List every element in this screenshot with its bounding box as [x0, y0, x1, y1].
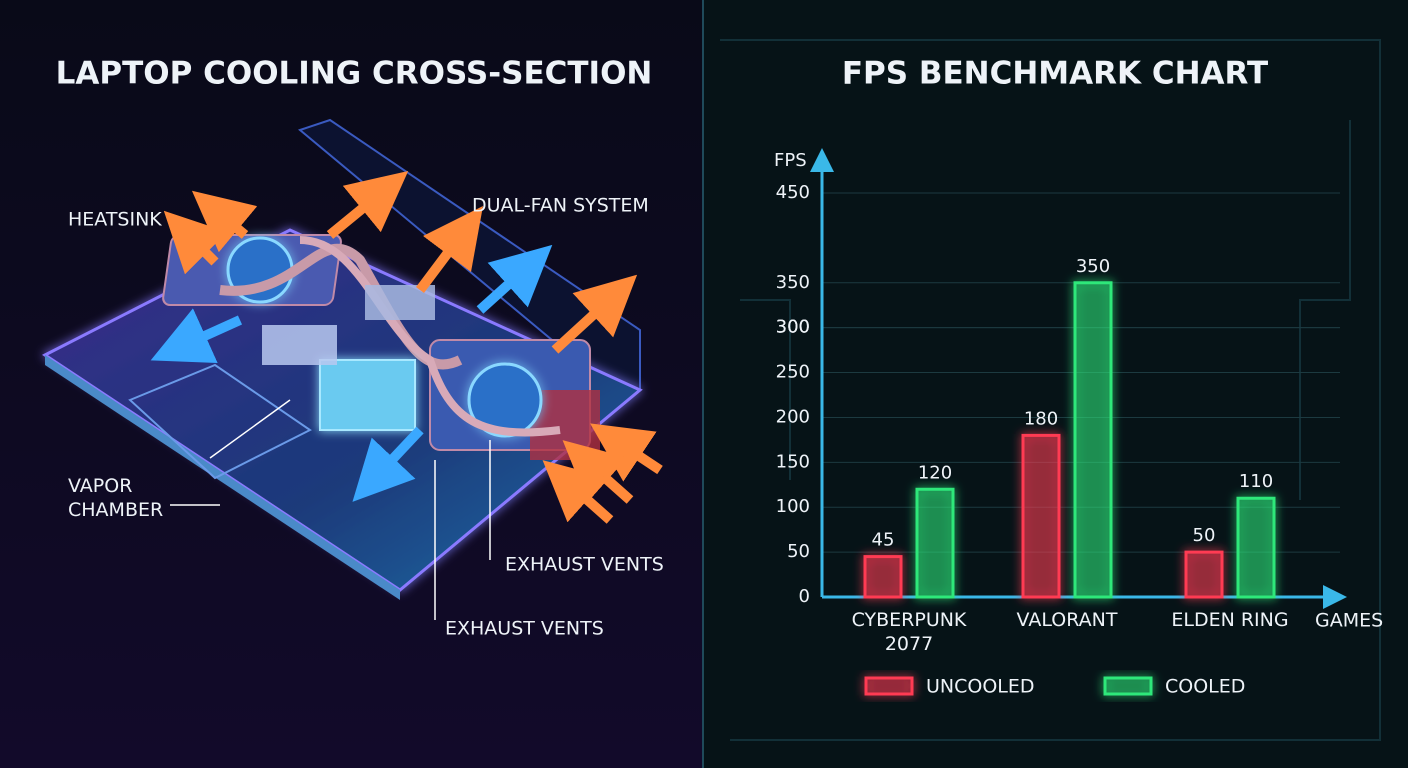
chart-title: FPS BENCHMARK CHART [842, 56, 1268, 92]
legend-label: COOLED [1165, 676, 1245, 698]
callout: EXHAUST VENTS [505, 554, 664, 576]
right-panel [703, 0, 1408, 768]
legend-label: UNCOOLED [926, 676, 1035, 698]
bar [1073, 281, 1113, 599]
x-tick-label: ELDEN RING [1171, 609, 1289, 631]
left-title: LAPTOP COOLING CROSS-SECTION [56, 56, 653, 92]
y-tick-label: 50 [787, 541, 810, 562]
value-label: 50 [1193, 525, 1216, 546]
y-tick-label: 300 [776, 317, 810, 338]
bar [863, 555, 903, 599]
value-label: 45 [872, 530, 895, 551]
x-axis-label: GAMES [1315, 610, 1383, 632]
value-label: 120 [918, 462, 952, 483]
y-tick-label: 250 [776, 362, 810, 383]
callout: HEATSINK [68, 209, 162, 231]
y-tick-label: 350 [776, 272, 810, 293]
laptop [42, 118, 663, 620]
y-tick-label: 0 [799, 586, 810, 607]
x-tick-label: CYBERPUNK 2077 [851, 609, 967, 655]
bar [1021, 433, 1061, 599]
bar [915, 487, 955, 599]
callout: EXHAUST VENTS [445, 618, 604, 640]
legend-swatch [864, 676, 914, 696]
y-tick-label: 450 [776, 182, 810, 203]
y-tick-label: 200 [776, 406, 810, 427]
value-label: 110 [1239, 471, 1273, 492]
bar [1184, 550, 1224, 599]
circuit-traces [720, 39, 1381, 741]
callout: DUAL-FAN SYSTEM [472, 195, 649, 217]
bar [1236, 496, 1276, 599]
y-tick-label: 100 [776, 496, 810, 517]
callout: VAPOR CHAMBER [68, 475, 164, 521]
value-label: 180 [1024, 408, 1058, 429]
value-label: 350 [1076, 256, 1110, 277]
y-tick-label: 150 [776, 451, 810, 472]
y-axis-label: FPS [774, 150, 807, 171]
legend-swatch [1103, 676, 1153, 696]
x-tick-label: VALORANT [1016, 609, 1118, 631]
y-tick-label: 300 [776, 317, 810, 338]
